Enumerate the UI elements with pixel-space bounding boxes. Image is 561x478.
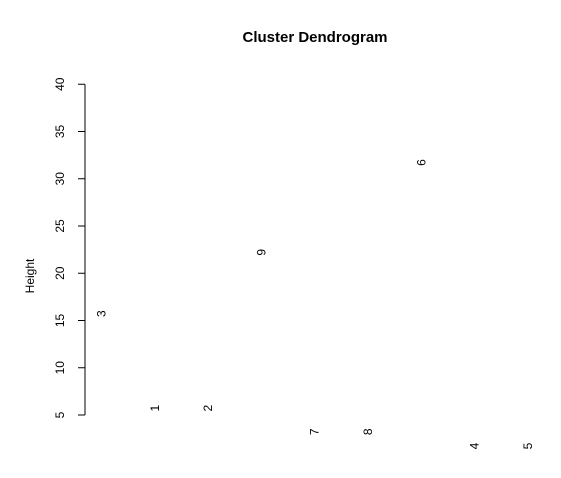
leaf-label-6: 6: [414, 159, 428, 166]
chart-title: Cluster Dendrogram: [242, 29, 387, 46]
leaf-label-4: 4: [468, 442, 482, 449]
leaf-label-9: 9: [254, 249, 268, 256]
leaf-labels: 3 1 2 9 7 8 6 4 5: [95, 159, 535, 450]
y-tick-label: 35: [53, 125, 67, 139]
leaf-label-8: 8: [361, 428, 375, 435]
leaf-label-3: 3: [95, 310, 109, 317]
y-axis-label: Height: [23, 258, 37, 293]
leaf-label-7: 7: [308, 428, 322, 435]
leaf-label-1: 1: [148, 405, 162, 412]
y-tick-label: 10: [53, 361, 67, 375]
y-axis: 5 10 15 20 25 30 35 40: [53, 77, 86, 418]
y-tick-label: 15: [53, 314, 67, 328]
leaf-label-2: 2: [201, 405, 215, 412]
y-tick-label: 5: [53, 411, 67, 418]
y-tick-label: 40: [53, 77, 67, 91]
y-tick-label: 25: [53, 219, 67, 233]
dendrogram-branches: [102, 155, 475, 439]
y-tick-label: 20: [53, 266, 67, 280]
leaf-label-5: 5: [521, 442, 535, 449]
y-tick-label: 30: [53, 172, 67, 186]
